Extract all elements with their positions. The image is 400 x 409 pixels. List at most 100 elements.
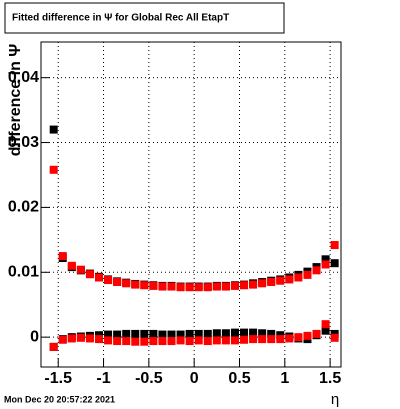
y-tick-label: 0.02 [8, 199, 39, 216]
marker [49, 165, 58, 174]
x-axis-label: η [331, 391, 339, 408]
y-tick-label: 0.01 [8, 264, 39, 281]
marker [104, 336, 113, 345]
marker [294, 333, 303, 342]
marker [194, 336, 203, 345]
marker [95, 335, 104, 344]
marker [149, 337, 158, 346]
chart-title: Fitted difference in Ψ for Global Rec Al… [12, 13, 229, 24]
marker [240, 328, 249, 337]
marker [276, 335, 285, 344]
marker [185, 329, 194, 338]
marker [131, 337, 140, 346]
marker [158, 337, 167, 346]
marker [67, 261, 76, 270]
marker [67, 334, 76, 343]
marker [113, 337, 122, 346]
marker [58, 335, 67, 344]
marker [230, 336, 239, 345]
marker [167, 282, 176, 291]
marker [312, 266, 321, 275]
marker [176, 283, 185, 292]
marker [330, 259, 339, 268]
plot-area: 0 0.01 0.02 0.03 0.04 -1.5 -1 -0.5 0 0.5 1 1.5 [8, 42, 341, 387]
marker [203, 337, 212, 346]
marker [249, 335, 258, 344]
x-tick-label: 0 [190, 370, 199, 387]
marker [76, 265, 85, 274]
marker [122, 329, 131, 338]
marker [167, 337, 176, 346]
y-tick-label: 0.03 [8, 134, 39, 151]
marker [185, 337, 194, 346]
marker [158, 282, 167, 291]
marker [249, 328, 258, 337]
marker [221, 336, 230, 345]
marker [203, 283, 212, 292]
marker [76, 333, 85, 342]
marker [249, 280, 258, 289]
marker [85, 270, 94, 279]
marker [95, 273, 104, 282]
marker [258, 279, 267, 288]
marker [303, 270, 312, 279]
marker [176, 336, 185, 345]
marker [285, 275, 294, 284]
marker [203, 329, 212, 338]
marker [158, 330, 167, 339]
marker [176, 330, 185, 339]
marker [221, 329, 230, 338]
marker [49, 125, 58, 134]
marker [312, 329, 321, 338]
marker [230, 281, 239, 290]
timestamp: Mon Dec 20 20:57:22 2021 [4, 394, 115, 404]
marker [267, 335, 276, 344]
marker [258, 335, 267, 344]
marker [276, 276, 285, 285]
marker [330, 333, 339, 342]
marker [321, 326, 330, 335]
marker [303, 331, 312, 340]
marker [131, 329, 140, 338]
marker [267, 278, 276, 287]
y-tick-label: 0.04 [8, 69, 39, 86]
marker [104, 276, 113, 285]
marker [194, 329, 203, 338]
marker [258, 329, 267, 338]
marker [267, 329, 276, 338]
x-tick-label: 1 [280, 370, 289, 387]
marker [294, 273, 303, 282]
x-tick-label: 1.5 [319, 370, 341, 387]
marker [212, 282, 221, 291]
marker [131, 280, 140, 289]
y-axis-label: difference in Ψ [7, 44, 24, 157]
marker [230, 328, 239, 337]
x-tick-label: -1 [96, 370, 110, 387]
marker [212, 329, 221, 338]
marker [194, 283, 203, 292]
marker [185, 283, 194, 292]
marker [285, 334, 294, 343]
frame [40, 41, 342, 368]
marker [122, 279, 131, 288]
marker [104, 330, 113, 339]
marker [240, 335, 249, 344]
marker [122, 337, 131, 346]
x-tick-label: 0.5 [228, 370, 250, 387]
marker [321, 320, 330, 329]
marker [167, 330, 176, 339]
marker [113, 278, 122, 287]
marker [49, 342, 58, 351]
marker [140, 329, 149, 338]
marker [113, 330, 122, 339]
marker [330, 241, 339, 250]
marker [85, 334, 94, 343]
y-tick-label: 0 [30, 328, 39, 345]
marker [212, 336, 221, 345]
marker [58, 252, 67, 261]
title-box [4, 2, 285, 34]
x-tick-label: -1.5 [44, 370, 72, 387]
